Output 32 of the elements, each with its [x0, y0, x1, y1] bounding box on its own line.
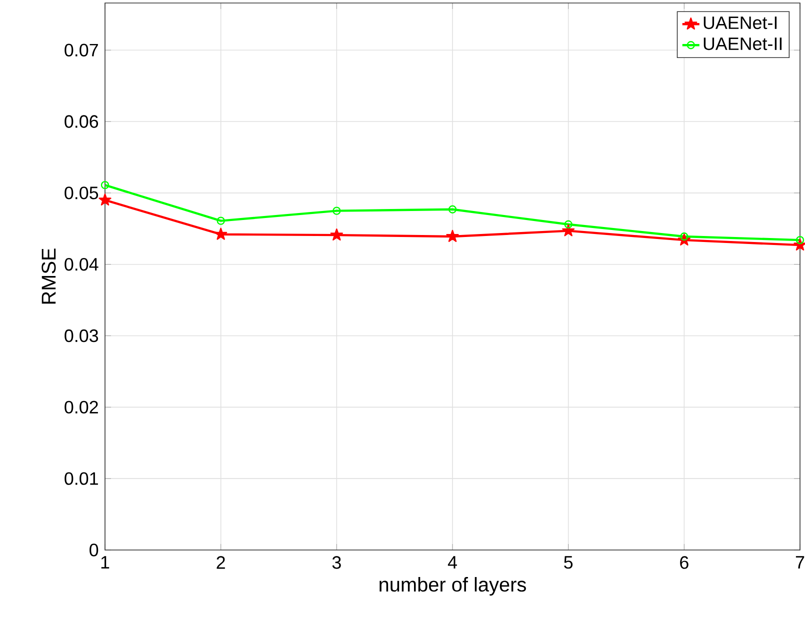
x-tick-label: 1 [101, 556, 110, 569]
point [98, 193, 112, 206]
y-axis-title: RMSE [42, 248, 56, 304]
x-tick-label: 5 [564, 556, 573, 569]
y-tick-label: 0.06 [64, 115, 98, 128]
point [332, 206, 341, 215]
legend-label: UAENet-II [704, 38, 782, 50]
y-tick-label: 0.07 [64, 44, 98, 56]
y-tick-label: 0.04 [64, 258, 98, 271]
point [564, 220, 572, 228]
x-tick-label: 2 [216, 556, 225, 569]
point [794, 238, 805, 251]
legend-label: UAENet-I [704, 16, 777, 30]
x-tick-label: 3 [332, 556, 341, 569]
x-tick-label: 7 [796, 556, 804, 569]
y-tick-label: 0.03 [64, 329, 98, 342]
y-tick-label: 0.02 [64, 400, 98, 414]
x-tick-label: 4 [448, 556, 457, 569]
y-tick-label: 0 [90, 544, 98, 556]
point [562, 224, 575, 236]
y-tick-label: 0.05 [64, 186, 98, 200]
x-tick-label: 6 [680, 556, 688, 569]
point [214, 228, 228, 240]
point [216, 216, 225, 225]
point [330, 228, 343, 241]
point [446, 230, 459, 242]
y-tick-label: 0.01 [64, 472, 98, 485]
point [448, 205, 457, 214]
x-axis-title: number of layers [380, 577, 526, 596]
point [680, 232, 688, 241]
point [100, 180, 110, 190]
point [796, 236, 804, 244]
